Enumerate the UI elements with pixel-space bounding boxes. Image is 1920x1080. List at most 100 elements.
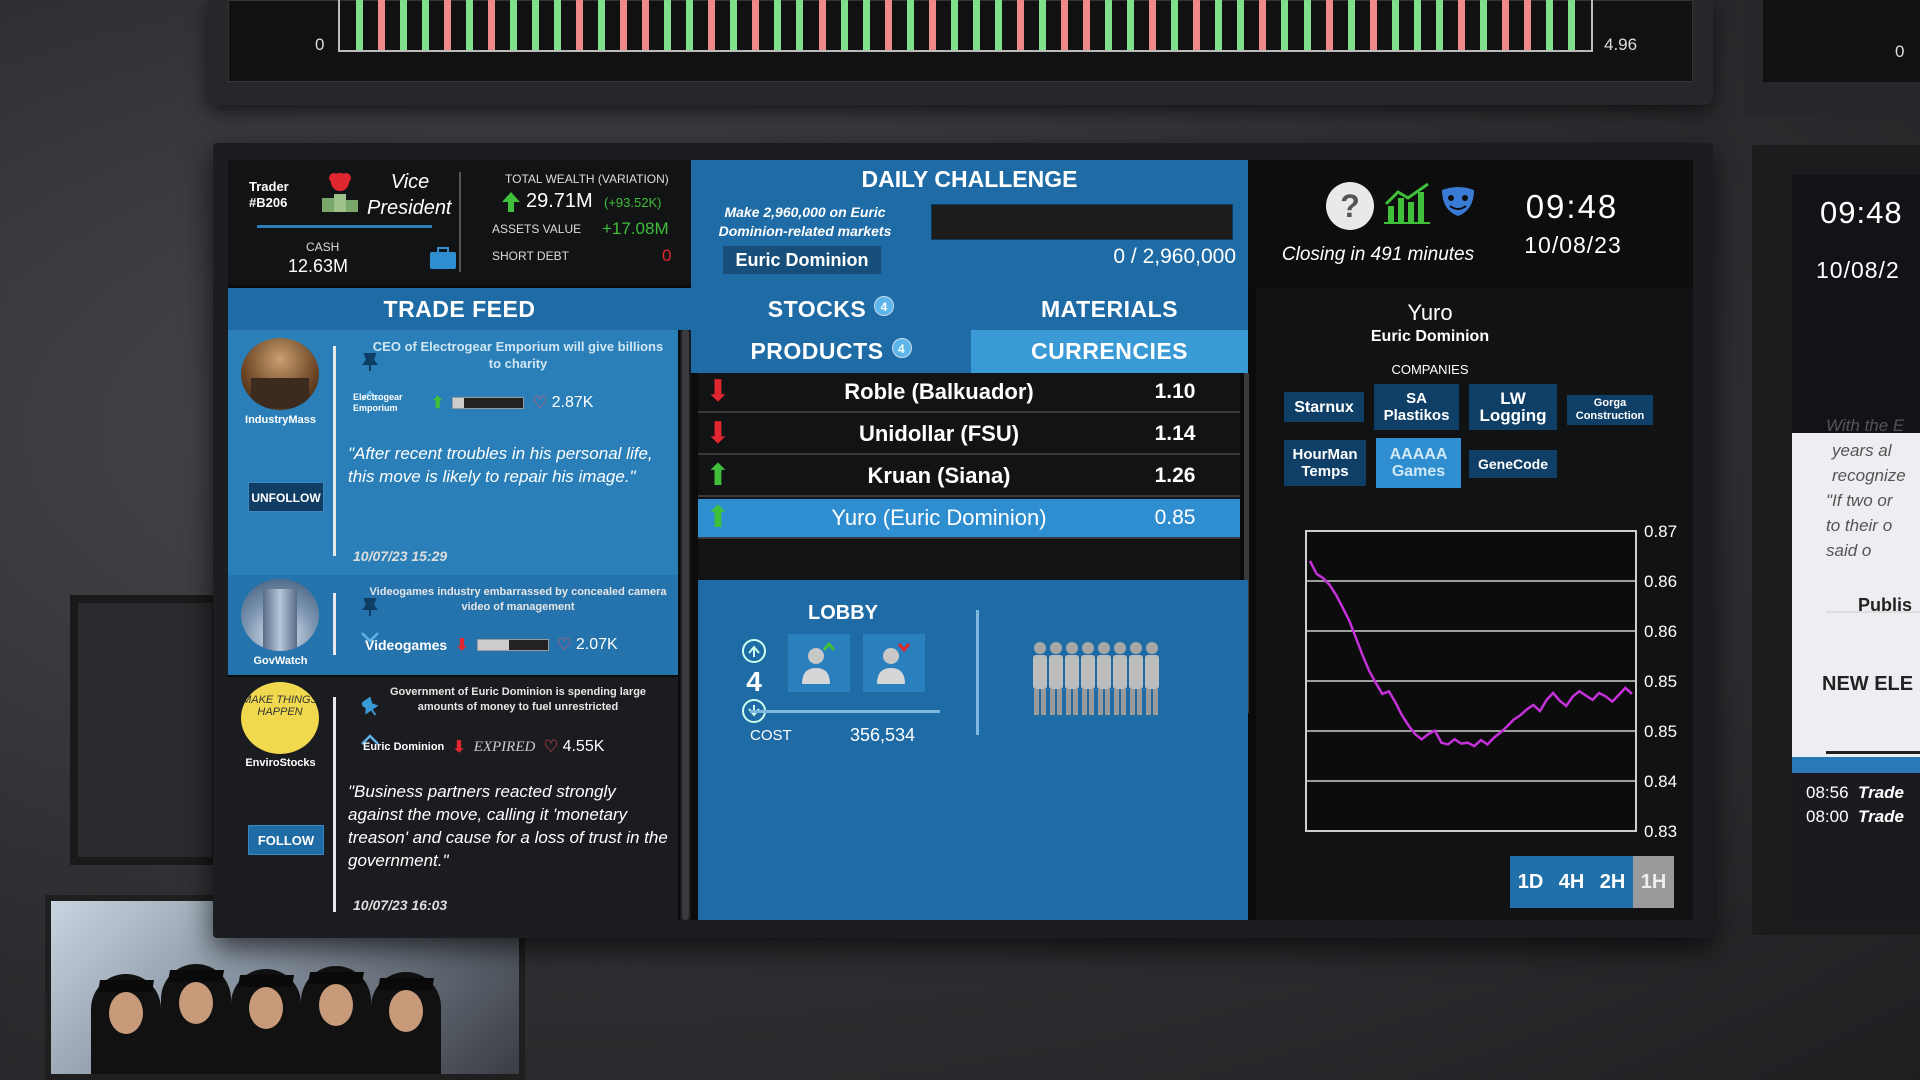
cash-label: CASH — [306, 240, 340, 254]
ticker-bar — [994, 0, 1002, 50]
ticker-bar — [708, 0, 716, 50]
y-tick-label: 0.85 — [1644, 722, 1677, 741]
market-row[interactable]: ⬇ Roble (Balkuador) 1.10 — [698, 373, 1240, 413]
market-row[interactable]: ⬆ Kruan (Siana) 1.26 — [698, 457, 1240, 497]
y-tick-label: 0.86 — [1644, 572, 1677, 591]
timeframe-2h-button[interactable]: 2H — [1592, 856, 1633, 908]
post-headline: Government of Euric Dominion is spending… — [389, 686, 647, 713]
author-name[interactable]: IndustryMass — [245, 414, 316, 426]
ticker-bar — [1479, 0, 1487, 50]
tab-currencies[interactable]: CURRENCIES — [971, 330, 1248, 373]
pin-icon[interactable] — [362, 597, 378, 617]
help-icon[interactable]: ? — [1326, 182, 1374, 230]
pin-icon[interactable] — [362, 352, 378, 372]
ticker-bar — [906, 0, 914, 50]
companies-label: COMPANIES — [1391, 362, 1469, 377]
unfollow-button[interactable]: UNFOLLOW — [248, 482, 324, 512]
rank-title-line2: President — [367, 197, 452, 219]
tab-materials[interactable]: MATERIALS — [971, 288, 1248, 330]
post-company-row: Videogames ⬇ ♡ 2.07K — [353, 635, 618, 655]
likes-count[interactable]: ♡ 2.07K — [556, 635, 618, 654]
tab-products[interactable]: PRODUCTS 4 — [691, 330, 971, 373]
ticker-bar — [487, 0, 495, 50]
pin-icon[interactable] — [362, 697, 380, 717]
ticker-bar — [421, 0, 429, 50]
market-name: Yuro (Euric Dominion) — [831, 505, 1047, 530]
author-name[interactable]: GovWatch — [253, 655, 308, 667]
market-name: Unidollar (FSU) — [858, 421, 1020, 446]
ticker-bar — [1061, 0, 1069, 50]
ticker-bar — [1347, 0, 1355, 50]
lobbyist-figure — [1049, 642, 1063, 715]
hire-lobbyist-button[interactable] — [788, 634, 850, 692]
news-quote-line: recognize — [1832, 466, 1906, 485]
lobbyist-figure — [1145, 642, 1159, 715]
market-scrollbar[interactable] — [1244, 373, 1249, 713]
trend-up-icon: ⬆ — [705, 501, 731, 534]
lobbyist-figure — [1081, 642, 1095, 715]
masks-icon[interactable] — [1438, 184, 1478, 220]
ticker-bar — [1546, 0, 1554, 50]
likes-count[interactable]: ♡ 2.87K — [532, 393, 594, 412]
downvote-icon[interactable] — [360, 631, 380, 643]
company-button[interactable]: LW Logging — [1469, 384, 1557, 430]
market-chart-icon[interactable] — [1384, 182, 1432, 224]
new-election-label: NEW ELE — [1822, 673, 1914, 695]
company-button[interactable]: Starnux — [1284, 392, 1364, 422]
challenge-progress-bar — [931, 204, 1233, 240]
timeframe-1d-button[interactable]: 1D — [1510, 856, 1551, 908]
closing-countdown: Closing in 491 minutes — [1281, 244, 1475, 265]
ticker-max-label: 4.96 — [1604, 35, 1638, 54]
company-button[interactable]: GeneCode — [1469, 450, 1557, 478]
market-row[interactable]: ⬇ Unidollar (FSU) 1.14 — [698, 415, 1240, 455]
rank-title-line1: Vice — [390, 171, 430, 193]
ticker-bar — [1369, 0, 1377, 50]
trend-down-icon: ⬇ — [705, 375, 731, 408]
author-avatar[interactable]: MAKE THINGS HAPPEN — [241, 682, 319, 754]
market-value: 1.26 — [1154, 464, 1196, 487]
company-button-active[interactable]: AAAAA Games — [1376, 438, 1461, 488]
news-quote-line: "If two or — [1826, 491, 1893, 510]
likes-count[interactable]: ♡ 4.55K — [543, 737, 605, 756]
trader-summary: Trader #B206 Vice President CASH 12.63M … — [228, 160, 691, 285]
ticker-bar — [598, 0, 606, 50]
lobby-title: LOBBY — [808, 602, 878, 624]
ticker-bar — [1149, 0, 1157, 50]
log-row: 08:56 Trade — [1806, 783, 1904, 802]
trader-id: #B206 — [249, 195, 288, 210]
lobby-cost-label: COST — [750, 727, 792, 744]
upvote-icon[interactable] — [360, 390, 380, 402]
daily-challenge: DAILY CHALLENGE Make 2,960,000 on Euric D… — [691, 160, 1248, 288]
ticker-bar — [1215, 0, 1223, 50]
company-button[interactable]: HourMan Temps — [1284, 440, 1366, 486]
ticker-bar — [950, 0, 958, 50]
post-status: EXPIRED — [473, 738, 536, 755]
company-button[interactable]: SA Plastikos — [1374, 384, 1459, 430]
timeframe-4h-button[interactable]: 4H — [1551, 856, 1592, 908]
notification-badge: 4 — [874, 296, 895, 316]
tab-stocks[interactable]: STOCKS 4 — [691, 288, 971, 330]
ticker-bar — [1281, 0, 1289, 50]
fire-lobbyist-button[interactable] — [863, 634, 925, 692]
ticker-bar — [1457, 0, 1465, 50]
market-row-selected[interactable]: ⬆ Yuro (Euric Dominion) 0.85 — [698, 499, 1240, 539]
activity-log: 08:56 Trade 08:00 Trade — [1792, 773, 1920, 925]
timeframe-1h-button[interactable]: 1H — [1633, 856, 1674, 908]
author-avatar[interactable] — [241, 579, 319, 651]
ticker-bar — [1524, 0, 1531, 50]
ticker-bar — [928, 0, 936, 50]
upvote-icon[interactable] — [360, 734, 380, 746]
author-avatar[interactable] — [241, 338, 319, 410]
ticker-bar — [1259, 0, 1267, 50]
y-tick-label: 0.83 — [1644, 822, 1677, 841]
price-ticker — [338, 0, 1593, 52]
author-name[interactable]: EnviroStocks — [245, 757, 316, 769]
news-quote-line: years al — [1832, 441, 1892, 460]
feed-scrollbar[interactable] — [680, 330, 691, 920]
follow-button[interactable]: FOLLOW — [248, 825, 324, 855]
company-button[interactable]: Gorga Construction — [1567, 395, 1653, 425]
ticker-bar — [553, 0, 561, 50]
heart-icon: ♡ — [543, 737, 559, 756]
increase-lobby-icon[interactable] — [741, 638, 767, 664]
feed-post: IndustryMass UNFOLLOW CEO of Electrogear… — [228, 330, 678, 575]
